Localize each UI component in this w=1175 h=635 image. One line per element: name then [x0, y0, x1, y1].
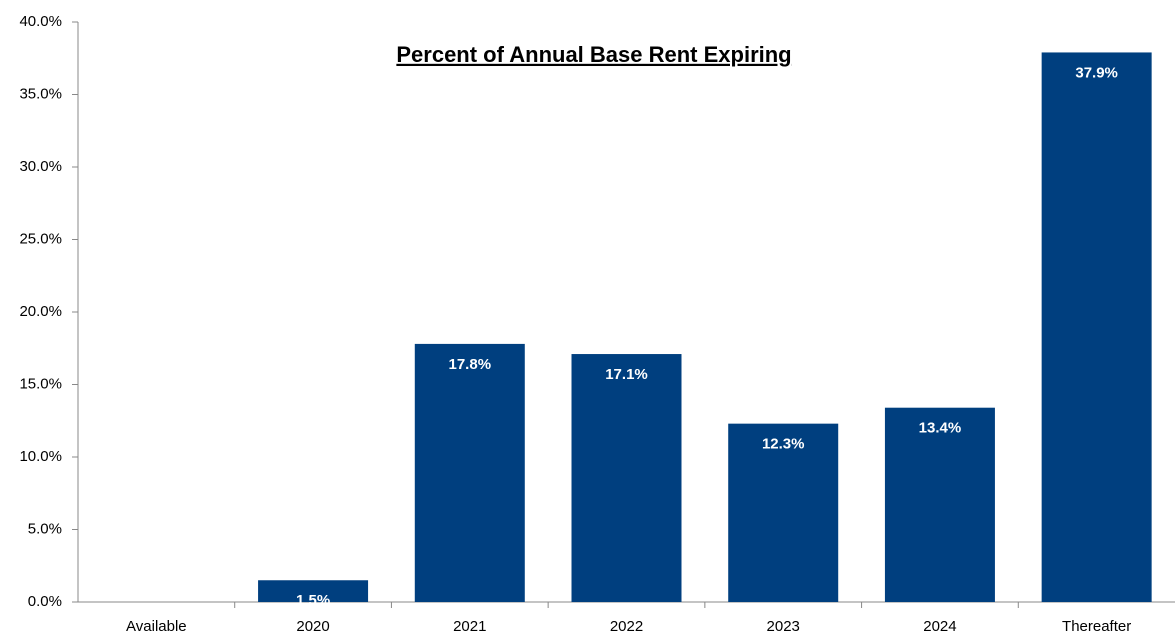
y-tick-label: 15.0%: [19, 375, 62, 392]
bar: [571, 354, 682, 602]
bar: [414, 343, 525, 602]
y-tick-label: 35.0%: [19, 85, 62, 102]
y-tick-label: 25.0%: [19, 230, 62, 247]
x-tick-label: Available: [126, 618, 187, 635]
x-tick-label: 2021: [453, 618, 486, 635]
x-tick-label: 2022: [610, 618, 643, 635]
y-tick-label: 5.0%: [28, 520, 62, 537]
chart-title: Percent of Annual Base Rent Expiring: [396, 42, 791, 67]
bar: [1041, 52, 1152, 602]
x-tick-label: Thereafter: [1062, 618, 1131, 635]
value-label: 17.1%: [605, 366, 648, 383]
bar: [884, 407, 995, 602]
value-label: 1.5%: [296, 592, 330, 609]
x-tick-label: 2023: [767, 618, 800, 635]
value-label: 13.4%: [919, 420, 962, 437]
y-tick-label: 40.0%: [19, 13, 62, 30]
value-label: 17.8%: [449, 356, 492, 373]
y-tick-label: 20.0%: [19, 303, 62, 320]
y-tick-label: 10.0%: [19, 448, 62, 465]
y-tick-label: 0.0%: [28, 593, 62, 610]
value-label: 37.9%: [1075, 64, 1118, 81]
bar: [728, 423, 839, 602]
x-tick-label: 2020: [296, 618, 329, 635]
bar: [258, 580, 369, 602]
y-tick-label: 30.0%: [19, 158, 62, 175]
value-label: 12.3%: [762, 436, 805, 453]
x-tick-label: 2024: [923, 618, 956, 635]
